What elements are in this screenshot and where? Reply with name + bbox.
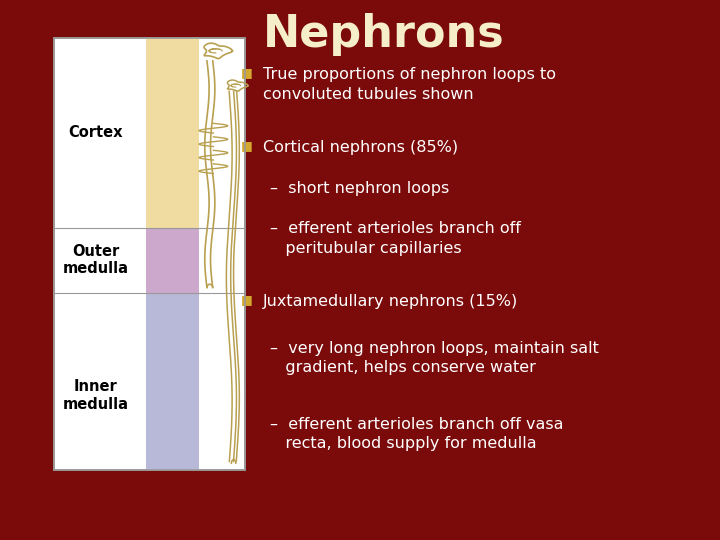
Text: Inner
medulla: Inner medulla (63, 379, 129, 411)
Text: ■: ■ (241, 66, 253, 79)
Text: True proportions of nephron loops to
convoluted tubules shown: True proportions of nephron loops to con… (263, 68, 556, 102)
Text: –  short nephron loops: – short nephron loops (270, 181, 449, 196)
Text: ■: ■ (241, 293, 253, 306)
Text: –  efferent arterioles branch off vasa
   recta, blood supply for medulla: – efferent arterioles branch off vasa re… (270, 417, 564, 451)
Bar (145, 38, 199, 228)
Bar (54, 38, 245, 470)
Bar (54, 38, 245, 470)
Text: Nephrons: Nephrons (263, 14, 505, 57)
Text: ■: ■ (241, 139, 253, 152)
Bar (145, 228, 199, 293)
Text: Cortical nephrons (85%): Cortical nephrons (85%) (263, 140, 458, 156)
Text: Outer
medulla: Outer medulla (63, 244, 129, 276)
Text: Juxtamedullary nephrons (15%): Juxtamedullary nephrons (15%) (263, 294, 518, 309)
Text: –  efferent arterioles branch off
   peritubular capillaries: – efferent arterioles branch off peritub… (270, 221, 521, 255)
Text: Cortex: Cortex (68, 125, 123, 140)
Text: –  very long nephron loops, maintain salt
   gradient, helps conserve water: – very long nephron loops, maintain salt… (270, 341, 599, 375)
Bar (145, 293, 199, 470)
